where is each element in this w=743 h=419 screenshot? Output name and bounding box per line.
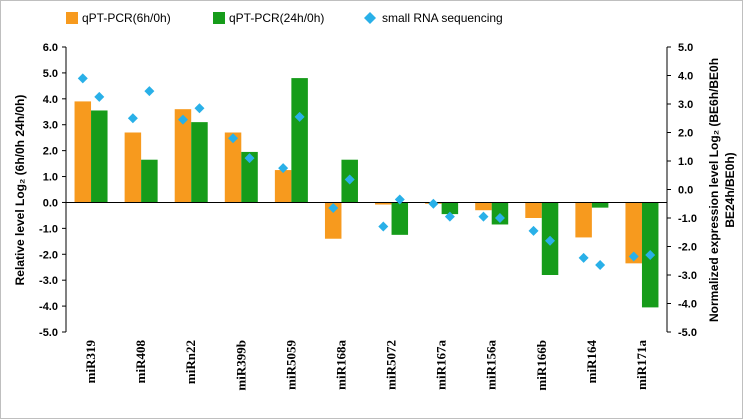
bar-6h-miRn22: [174, 109, 192, 203]
category-label: miR168a: [333, 340, 348, 390]
legend-swatch-6h: [66, 12, 78, 24]
marker-smallrna-miR5072-6h: [378, 221, 389, 232]
left-tick-label: 5.0: [43, 68, 58, 80]
marker-smallrna-miR399b-24h: [244, 153, 255, 164]
bar-6h-miR319: [74, 101, 92, 203]
left-tick-label: -4.0: [39, 301, 58, 313]
bar-6h-miR408: [124, 132, 142, 203]
right-tick-label: -2.0: [678, 242, 697, 254]
right-axis-ticks: 5.0 4.0 3.0 2.0 1.0 0.0 -1.0 -2.0 -3.0 -4.0 -5.0: [667, 42, 697, 339]
category-label: miR167a: [434, 340, 449, 390]
bar-24h-miR5072: [391, 202, 409, 235]
marker-smallrna-miR164-6h: [578, 252, 589, 263]
legend: qPT-PCR(6h/0h) qPT-PCR(24h/0h) small RNA…: [66, 11, 503, 25]
legend-label-24h: qPT-PCR(24h/0h): [229, 11, 324, 25]
marker-smallrna-miRn22-24h: [194, 103, 205, 114]
category-label: miR166b: [534, 340, 549, 391]
right-tick-label: 5.0: [678, 42, 693, 54]
bar-6h-miR5072: [375, 202, 392, 205]
right-tick-label: -4.0: [678, 299, 697, 311]
legend-label-smallrna: small RNA sequencing: [382, 11, 503, 25]
marker-smallrna-miR5059-6h: [278, 163, 289, 174]
legend-item-6h: qPT-PCR(6h/0h): [66, 11, 171, 25]
category-label: miR156a: [484, 340, 499, 390]
marker-smallrna-miR5059-24h: [294, 111, 305, 122]
right-tick-label: 3.0: [678, 99, 693, 111]
bar-24h-miR167a: [441, 202, 459, 215]
left-tick-label: 2.0: [43, 146, 58, 158]
marker-smallrna-miR156a-24h: [494, 213, 505, 223]
marker-smallrna-miR408-6h: [127, 113, 138, 124]
category-label: miR164: [584, 340, 599, 384]
bars: [74, 78, 659, 308]
marker-smallrna-miR166b-24h: [545, 235, 556, 246]
category-label: miR399b: [233, 340, 248, 391]
marker-smallrna-miR171a-6h: [628, 251, 639, 262]
category-labels: miR319 miR408 miRn22 miR399b miR5059 miR168a m…: [83, 340, 649, 391]
right-tick-label: 1.0: [678, 156, 693, 168]
left-tick-label: -2.0: [39, 249, 58, 261]
left-axis-ticks: 6.0 5.0 4.0 3.0 2.0 1.0 0.0 -1.0 -2.0 -3.0 -4.0 -5.…: [39, 42, 66, 339]
category-label: miR5072: [384, 340, 399, 390]
legend-marker-smallrna: [364, 12, 376, 24]
bar-6h-miR5059: [274, 170, 292, 203]
marker-smallrna-miR5072-24h: [394, 194, 405, 205]
bar-24h-miR319: [91, 110, 108, 203]
left-tick-label: 4.0: [43, 94, 58, 106]
left-tick-label: 6.0: [43, 42, 58, 54]
category-label: miRn22: [183, 340, 198, 384]
bar-24h-miR5059: [291, 78, 308, 203]
marker-smallrna-miR166b-6h: [528, 225, 539, 236]
bar-6h-miR164: [575, 202, 592, 238]
marker-smallrna-miR168a-24h: [344, 174, 355, 185]
marker-smallrna-miR171a-24h: [645, 250, 656, 261]
marker-smallrna-miR164-24h: [595, 260, 606, 271]
right-tick-label: -1.0: [678, 213, 697, 225]
right-tick-label: -3.0: [678, 270, 697, 282]
marker-smallrna-miR167a-24h: [444, 211, 455, 222]
right-tick-label: 2.0: [678, 128, 693, 140]
category-label: miR408: [133, 340, 148, 384]
legend-item-smallrna: small RNA sequencing: [364, 11, 503, 25]
right-tick-label: 0.0: [678, 185, 693, 197]
right-tick-label: -5.0: [678, 327, 697, 339]
marker-smallrna-miR319-6h: [77, 73, 88, 84]
left-tick-label: -1.0: [39, 223, 58, 235]
bar-6h-miR168a: [324, 202, 342, 239]
left-tick-label: 0.0: [43, 197, 58, 209]
bar-6h-miR156a: [475, 202, 492, 211]
marker-smallrna-miRn22-6h: [177, 114, 188, 125]
left-tick-label: 1.0: [43, 172, 58, 184]
markers: [77, 73, 656, 271]
left-tick-label: -3.0: [39, 275, 58, 287]
marker-smallrna-miR156a-6h: [478, 211, 489, 222]
bar-6h-miR171a: [625, 202, 642, 264]
legend-label-6h: qPT-PCR(6h/0h): [82, 11, 171, 25]
bar-24h-miR408: [141, 159, 158, 203]
bar-6h-miR166b: [525, 202, 542, 218]
legend-swatch-24h: [213, 12, 225, 24]
marker-smallrna-miR167a-6h: [428, 198, 439, 209]
left-axis-title: Relative level Log₂ (6h/0h 24h/0h): [13, 95, 27, 286]
bar-24h-miR164: [591, 202, 609, 208]
bar-24h-miR399b: [241, 151, 258, 203]
bar-6h-miR399b: [224, 132, 242, 203]
legend-item-24h: qPT-PCR(24h/0h): [213, 11, 324, 25]
marker-smallrna-miR399b-6h: [228, 133, 239, 144]
marker-smallrna-miR408-24h: [144, 86, 155, 97]
category-label: miR5059: [283, 340, 298, 390]
right-tick-label: 4.0: [678, 71, 693, 83]
bar-24h-miRn22: [191, 122, 208, 203]
right-axis-title-line1: Normalized expression level Log₂ (BE6h/B…: [707, 58, 721, 322]
left-tick-label: 3.0: [43, 120, 58, 132]
category-label: miR171a: [634, 340, 649, 390]
category-label: miR319: [83, 340, 98, 384]
marker-smallrna-miR168a-6h: [328, 203, 339, 214]
right-axis-title-line2: BE24h/BE0h): [723, 152, 737, 227]
left-tick-label: -5.0: [39, 327, 58, 339]
marker-smallrna-miR319-24h: [94, 91, 105, 102]
